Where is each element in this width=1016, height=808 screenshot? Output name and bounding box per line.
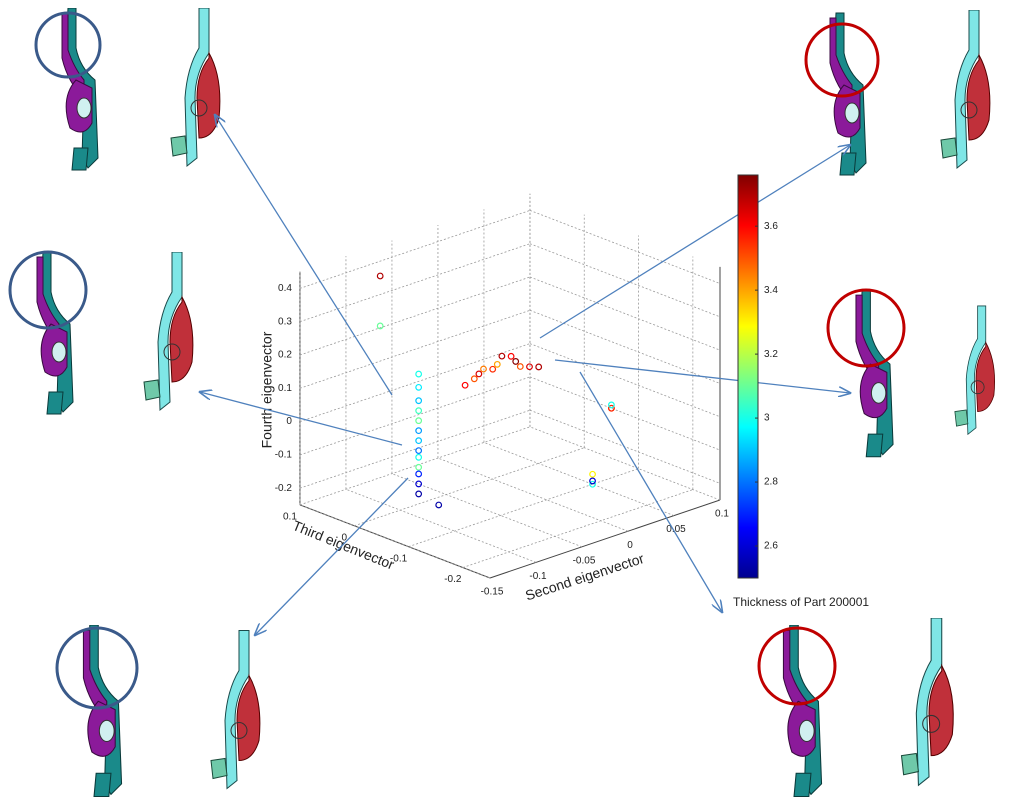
data-point (415, 383, 423, 391)
grid-line (299, 243, 531, 323)
data-point (493, 360, 501, 368)
data-point (415, 453, 423, 461)
colorbar-label: Thickness of Part 200001 (733, 595, 869, 609)
grid-line (529, 343, 721, 418)
z-tick-label: 0.1 (278, 383, 292, 394)
x-tick-label: 0 (627, 540, 633, 551)
y-tick-label: 0.1 (283, 511, 297, 522)
data-point (589, 480, 596, 488)
data-point (589, 477, 596, 485)
grid-line (354, 447, 585, 527)
z-tick-label: 0.4 (278, 283, 292, 294)
x-tick-label: 0.05 (666, 524, 686, 535)
data-point (415, 470, 423, 478)
data-point (435, 501, 443, 509)
grid-line (391, 473, 583, 548)
colorbar-tick-label: 2.8 (764, 477, 778, 488)
data-point (415, 480, 423, 488)
z-tick-label: -0.2 (275, 483, 293, 494)
grid-line (299, 426, 531, 506)
z-axis-label: Fourth eigenvector (259, 331, 275, 448)
x-tick-label: -0.05 (573, 555, 596, 566)
grid-line (529, 376, 721, 451)
y-tick-label: -0.2 (444, 574, 462, 585)
data-point (376, 322, 384, 330)
grid-line (299, 409, 531, 489)
y-tick-label: -0.1 (390, 553, 408, 564)
axis-line (489, 499, 721, 579)
data-point (470, 375, 478, 383)
grid-line (299, 343, 531, 422)
scatter-3d: -0.15 -0.1 -0.05 0 0.05 0.1 -0.2 -0.1 0 0.1 -0.2 -0… (259, 193, 729, 603)
colorbar-tick-label: 3.4 (764, 285, 778, 296)
data-point (415, 427, 423, 435)
grid-line (529, 243, 721, 318)
z-tick-label: 0.2 (278, 350, 292, 361)
data-point (498, 352, 506, 360)
data-point (512, 358, 520, 365)
grid-line (299, 210, 531, 289)
data-point (415, 447, 423, 455)
data-point (589, 470, 596, 478)
data-point (415, 437, 423, 445)
colorbar-tick-label: 3.2 (764, 349, 778, 360)
colorbar-tick-label: 3 (764, 413, 770, 424)
grid-line (299, 309, 531, 389)
x-tick-label: -0.15 (481, 587, 504, 598)
data-point (415, 407, 423, 415)
data-point (415, 490, 423, 498)
data-point (415, 417, 423, 425)
arrows (200, 115, 850, 635)
z-tick-label: 0.3 (278, 316, 292, 327)
grid-line (437, 457, 629, 532)
grid-line (462, 489, 693, 568)
data-point (475, 370, 483, 378)
grid-line (529, 276, 721, 351)
data-point (415, 463, 423, 471)
x-tick-label: -0.1 (529, 571, 547, 582)
grid-line (529, 210, 721, 284)
data-point (608, 404, 615, 412)
colorbar-tick-label: 2.6 (764, 541, 778, 552)
grid-line (408, 468, 639, 548)
grid-line (483, 442, 675, 516)
data-point (415, 370, 423, 378)
data-point (376, 272, 384, 280)
y-tick-label: 0 (341, 532, 347, 543)
data-point (608, 401, 615, 409)
grid-line (299, 276, 531, 356)
grid-line (529, 309, 721, 384)
part-images (8, 8, 996, 798)
x-tick-label: 0.1 (715, 509, 729, 520)
data-point (415, 397, 423, 405)
data-point (461, 381, 469, 389)
grid-line (345, 488, 537, 563)
grid-line (299, 376, 531, 456)
grid-line (529, 426, 721, 501)
colorbar-tick-label: 3.6 (764, 221, 778, 232)
data-point (507, 352, 515, 360)
data-point (526, 363, 533, 371)
data-point (489, 365, 497, 373)
grid-line (299, 504, 491, 579)
colorbar (737, 174, 759, 579)
data-point (480, 365, 487, 373)
z-tick-label: 0 (286, 416, 292, 427)
data-point (535, 363, 543, 371)
data-point (516, 363, 524, 370)
z-tick-label: -0.1 (275, 450, 293, 461)
